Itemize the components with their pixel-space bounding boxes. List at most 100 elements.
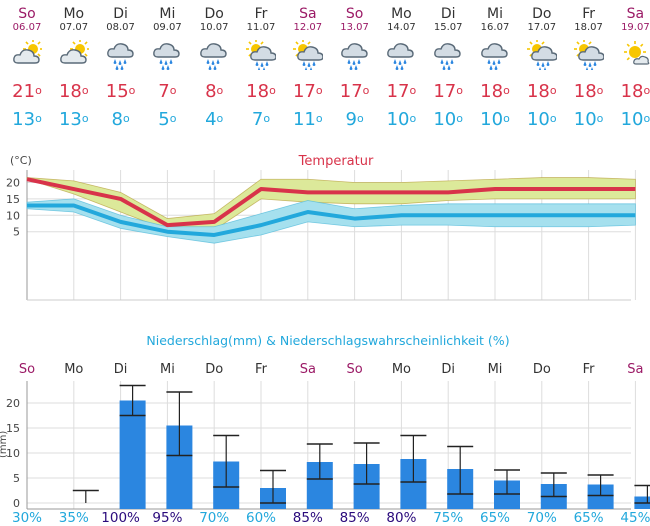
max-temp: 18o <box>519 82 565 102</box>
min-temp-value: 7 <box>251 109 264 130</box>
degree-sign: o <box>409 112 417 125</box>
min-temp: 10o <box>612 110 650 130</box>
max-temp: 18o <box>472 82 518 102</box>
precip-error-bar <box>213 434 240 488</box>
degree-sign: o <box>35 84 42 97</box>
precip-day-label: Fr <box>583 362 596 377</box>
precip-day-label: So <box>19 362 35 377</box>
date-label: 07.07 <box>59 22 89 33</box>
min-temp: 5o <box>144 110 190 130</box>
day-column: Fr 18.07 18o 10o <box>566 0 612 130</box>
partly-cloudy-sun-icon <box>59 40 89 64</box>
max-temp: 21o <box>4 82 50 102</box>
degree-sign: o <box>503 112 510 125</box>
day-name: Di <box>440 6 456 22</box>
max-temp: 8o <box>191 82 237 102</box>
min-temp-value: 10 <box>573 109 597 130</box>
day-column: Mo 07.07 18o 13o <box>51 0 97 130</box>
rain-cloud-icon <box>387 43 415 70</box>
precip-chart-title: Niederschlag(mm) & Niederschlagswahrsche… <box>146 333 509 348</box>
precip-error-bar <box>260 469 286 504</box>
temperature-chart: Temperatur (°C) 5 10 15 20 <box>6 154 636 301</box>
degree-sign: o <box>596 112 604 125</box>
min-temp: 7o <box>238 110 284 130</box>
degree-sign: o <box>503 84 510 97</box>
degree-sign: o <box>169 84 177 97</box>
sun-rain-cloud-icon <box>246 40 276 70</box>
degree-sign: o <box>216 112 224 125</box>
day-name: Sa <box>626 6 645 22</box>
rain-cloud-icon <box>153 43 181 70</box>
degree-sign: o <box>35 112 42 125</box>
precip-error-bar <box>306 443 333 480</box>
precip-probability: 70% <box>199 510 229 526</box>
precip-probability: 85% <box>340 510 370 526</box>
day-column: Fr 11.07 18o 7o <box>238 0 284 130</box>
day-name: Do <box>204 6 224 22</box>
max-temp-value: 18 <box>620 81 644 102</box>
day-name: Fr <box>254 6 268 22</box>
min-temp-value: 10 <box>480 109 504 130</box>
temp-chart-title: Temperatur <box>298 154 374 169</box>
min-temp-value: 10 <box>526 109 550 130</box>
precip-probability: 95% <box>152 510 182 526</box>
precip-error-bar <box>72 489 99 503</box>
precip-tick-label: 0 <box>13 497 20 510</box>
max-temp: 7o <box>144 82 190 102</box>
day-column: Mi 09.07 7o 5o <box>144 0 190 130</box>
degree-sign: o <box>122 112 130 125</box>
precip-error-bar <box>447 445 474 495</box>
precip-error-bar <box>494 469 520 495</box>
max-temp-value: 18 <box>480 81 504 102</box>
day-column: Di 15.07 17o 10o <box>425 0 471 130</box>
max-temp: 18o <box>51 82 97 102</box>
day-name: Mo <box>391 6 412 22</box>
precip-day-label: Di <box>441 362 455 377</box>
min-temp-value: 10 <box>433 109 457 130</box>
max-temp-value: 7 <box>158 81 170 102</box>
min-temp-value: 10 <box>386 109 410 130</box>
precip-error-bar <box>400 434 427 483</box>
precip-probability: 75% <box>433 510 463 526</box>
precip-tick-label: 5 <box>13 472 20 485</box>
max-temp-line <box>26 177 636 228</box>
day-column: Mo 14.07 17o 10o <box>378 0 424 130</box>
date-label: 18.07 <box>574 22 603 33</box>
min-temp-value: 13 <box>12 109 36 130</box>
degree-sign: o <box>456 112 463 125</box>
precip-probability: 65% <box>480 510 510 526</box>
min-temp: 10o <box>566 110 612 130</box>
rain-cloud-icon <box>481 43 508 70</box>
precip-probability: 65% <box>574 510 604 526</box>
degree-sign: o <box>169 112 177 125</box>
precip-error-bar <box>540 472 567 498</box>
degree-sign: o <box>549 112 557 125</box>
min-temp: 13o <box>51 110 97 130</box>
max-temp: 18o <box>612 82 650 102</box>
precip-error-bar <box>353 442 380 485</box>
day-name: Do <box>532 6 552 22</box>
day-name: Mi <box>159 6 176 22</box>
max-temp-value: 17 <box>433 81 457 102</box>
min-temp-value: 13 <box>58 109 82 130</box>
date-label: 09.07 <box>153 22 182 33</box>
min-temp-value: 8 <box>111 109 123 130</box>
precip-probability: 45% <box>620 510 650 526</box>
degree-sign: o <box>409 84 417 97</box>
precip-day-label: Mi <box>488 362 503 377</box>
max-temp: 15o <box>98 82 144 102</box>
degree-sign: o <box>216 84 224 97</box>
temp-tick-label: 10 <box>6 209 20 222</box>
precip-tick-label: 10 <box>6 447 20 460</box>
max-temp-value: 17 <box>386 81 410 102</box>
precip-probability: 70% <box>527 510 557 526</box>
temp-chart-ylabel: (°C) <box>10 154 32 167</box>
precip-day-label: Mi <box>160 362 175 377</box>
max-temp-value: 18 <box>526 81 550 102</box>
max-temp-value: 18 <box>246 81 270 102</box>
date-label: 10.07 <box>199 22 229 33</box>
day-column: Do 10.07 8o 4o <box>191 0 237 130</box>
max-temp-value: 8 <box>205 81 217 102</box>
min-temp-line <box>27 203 636 237</box>
day-name: Di <box>113 6 128 22</box>
